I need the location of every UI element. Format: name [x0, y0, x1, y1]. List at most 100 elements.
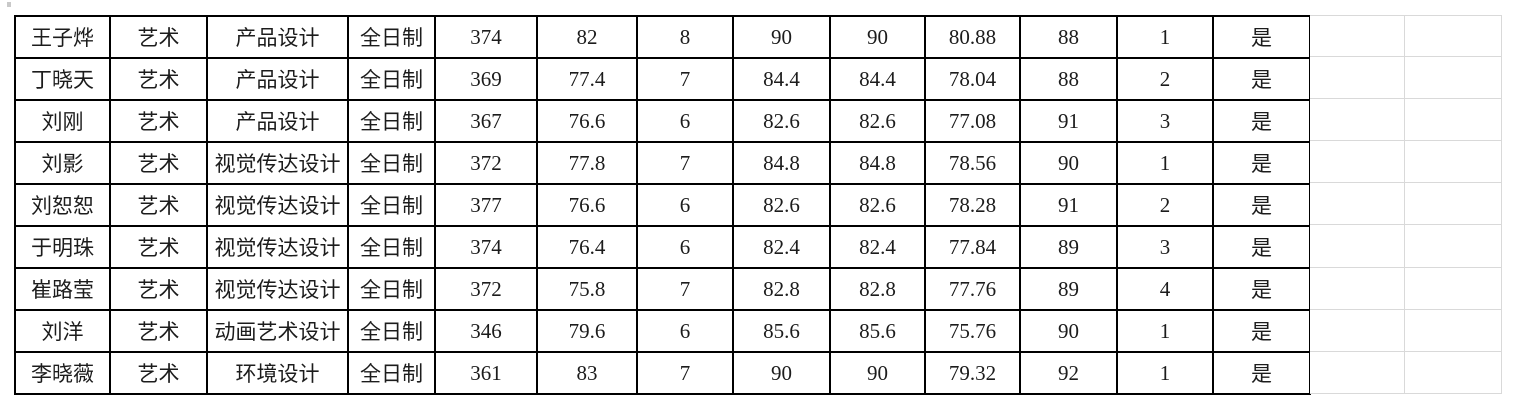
empty-cell[interactable]	[1405, 99, 1502, 142]
table-cell[interactable]: 视觉传达设计	[206, 141, 349, 185]
empty-cell[interactable]	[1310, 141, 1405, 184]
table-cell[interactable]: 7	[636, 57, 734, 101]
table-cell[interactable]: 视觉传达设计	[206, 267, 349, 311]
table-cell[interactable]: 82	[536, 15, 638, 59]
table-cell[interactable]: 89	[1019, 267, 1118, 311]
table-cell[interactable]: 78.28	[924, 183, 1021, 227]
empty-cell[interactable]	[1310, 351, 1405, 394]
empty-cell[interactable]	[1405, 351, 1502, 394]
table-cell[interactable]: 刘刚	[14, 99, 111, 143]
table-cell[interactable]: 76.4	[536, 225, 638, 269]
table-cell[interactable]: 艺术	[109, 183, 208, 227]
table-cell[interactable]: 367	[434, 99, 538, 143]
table-cell[interactable]: 80.88	[924, 15, 1021, 59]
empty-cell[interactable]	[1405, 309, 1502, 352]
table-cell[interactable]: 视觉传达设计	[206, 225, 349, 269]
empty-cell[interactable]	[1310, 309, 1405, 352]
table-cell[interactable]: 刘影	[14, 141, 111, 185]
table-cell[interactable]: 全日制	[347, 15, 436, 59]
table-cell[interactable]: 6	[636, 183, 734, 227]
table-cell[interactable]: 8	[636, 15, 734, 59]
table-cell[interactable]: 李晓薇	[14, 351, 111, 395]
table-cell[interactable]: 91	[1019, 183, 1118, 227]
table-cell[interactable]: 92	[1019, 351, 1118, 395]
table-cell[interactable]: 艺术	[109, 351, 208, 395]
empty-cell[interactable]	[1405, 15, 1502, 58]
empty-cell[interactable]	[1405, 57, 1502, 100]
table-cell[interactable]: 79.32	[924, 351, 1021, 395]
table-cell[interactable]: 6	[636, 309, 734, 353]
table-cell[interactable]: 84.8	[732, 141, 831, 185]
table-cell[interactable]: 全日制	[347, 99, 436, 143]
table-cell[interactable]: 2	[1116, 183, 1214, 227]
table-cell[interactable]: 84.4	[829, 57, 926, 101]
table-cell[interactable]: 78.56	[924, 141, 1021, 185]
table-cell[interactable]: 艺术	[109, 309, 208, 353]
table-cell[interactable]: 90	[1019, 141, 1118, 185]
empty-cell[interactable]	[1310, 15, 1405, 58]
table-cell[interactable]: 产品设计	[206, 15, 349, 59]
table-cell[interactable]: 是	[1212, 57, 1311, 101]
table-cell[interactable]: 全日制	[347, 183, 436, 227]
table-cell[interactable]: 是	[1212, 183, 1311, 227]
table-cell[interactable]: 7	[636, 351, 734, 395]
table-cell[interactable]: 377	[434, 183, 538, 227]
table-cell[interactable]: 88	[1019, 15, 1118, 59]
table-cell[interactable]: 是	[1212, 309, 1311, 353]
table-cell[interactable]: 90	[1019, 309, 1118, 353]
table-cell[interactable]: 77.8	[536, 141, 638, 185]
table-cell[interactable]: 6	[636, 99, 734, 143]
table-cell[interactable]: 全日制	[347, 351, 436, 395]
table-cell[interactable]: 82.4	[732, 225, 831, 269]
table-cell[interactable]: 90	[732, 15, 831, 59]
empty-cell[interactable]	[1405, 141, 1502, 184]
table-cell[interactable]: 1	[1116, 141, 1214, 185]
table-cell[interactable]: 1	[1116, 309, 1214, 353]
table-cell[interactable]: 90	[829, 15, 926, 59]
table-cell[interactable]: 90	[732, 351, 831, 395]
table-cell[interactable]: 6	[636, 225, 734, 269]
table-cell[interactable]: 79.6	[536, 309, 638, 353]
table-cell[interactable]: 82.6	[829, 99, 926, 143]
empty-cell[interactable]	[1310, 57, 1405, 100]
table-cell[interactable]: 艺术	[109, 99, 208, 143]
table-cell[interactable]: 动画艺术设计	[206, 309, 349, 353]
table-cell[interactable]: 全日制	[347, 225, 436, 269]
table-cell[interactable]: 361	[434, 351, 538, 395]
table-cell[interactable]: 89	[1019, 225, 1118, 269]
table-cell[interactable]: 1	[1116, 15, 1214, 59]
table-cell[interactable]: 全日制	[347, 309, 436, 353]
table-cell[interactable]: 82.8	[829, 267, 926, 311]
table-cell[interactable]: 王子烨	[14, 15, 111, 59]
table-cell[interactable]: 346	[434, 309, 538, 353]
table-cell[interactable]: 视觉传达设计	[206, 183, 349, 227]
table-cell[interactable]: 全日制	[347, 57, 436, 101]
empty-cell[interactable]	[1310, 99, 1405, 142]
table-cell[interactable]: 是	[1212, 141, 1311, 185]
table-cell[interactable]: 环境设计	[206, 351, 349, 395]
empty-cell[interactable]	[1310, 225, 1405, 268]
table-cell[interactable]: 76.6	[536, 99, 638, 143]
table-cell[interactable]: 82.6	[829, 183, 926, 227]
table-cell[interactable]: 76.6	[536, 183, 638, 227]
table-cell[interactable]: 82.6	[732, 183, 831, 227]
table-cell[interactable]: 82.8	[732, 267, 831, 311]
table-cell[interactable]: 90	[829, 351, 926, 395]
table-cell[interactable]: 全日制	[347, 141, 436, 185]
table-cell[interactable]: 是	[1212, 15, 1311, 59]
table-cell[interactable]: 84.4	[732, 57, 831, 101]
table-cell[interactable]: 77.76	[924, 267, 1021, 311]
table-cell[interactable]: 产品设计	[206, 99, 349, 143]
table-cell[interactable]: 91	[1019, 99, 1118, 143]
table-cell[interactable]: 艺术	[109, 141, 208, 185]
table-cell[interactable]: 374	[434, 15, 538, 59]
table-cell[interactable]: 88	[1019, 57, 1118, 101]
table-cell[interactable]: 82.6	[732, 99, 831, 143]
table-cell[interactable]: 是	[1212, 267, 1311, 311]
empty-cell[interactable]	[1310, 183, 1405, 226]
table-cell[interactable]: 374	[434, 225, 538, 269]
table-cell[interactable]: 是	[1212, 351, 1311, 395]
table-cell[interactable]: 刘洋	[14, 309, 111, 353]
table-cell[interactable]: 7	[636, 267, 734, 311]
table-cell[interactable]: 85.6	[829, 309, 926, 353]
